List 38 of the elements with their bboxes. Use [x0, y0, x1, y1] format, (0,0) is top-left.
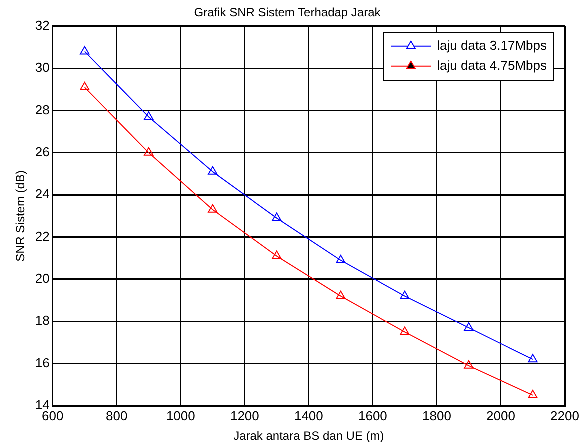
x-tick-label: 2200 [550, 408, 580, 424]
point [528, 354, 538, 363]
point [336, 254, 346, 264]
point [80, 82, 90, 91]
legend-label: laju data 4.75Mbps [437, 58, 548, 73]
y-tick-label: 18 [35, 313, 50, 328]
point [400, 290, 410, 300]
y-axis-title: SNR Sistem (dB) [14, 170, 28, 262]
point [464, 322, 474, 331]
x-tick-label: 2000 [486, 408, 516, 424]
y-tick-label: 20 [35, 271, 50, 286]
point [208, 204, 218, 213]
y-tick-label: 26 [35, 144, 50, 160]
point [144, 112, 154, 120]
point [272, 212, 282, 222]
point [80, 46, 90, 55]
y-tick-label: 30 [35, 60, 50, 76]
x-tick-label: 1800 [422, 408, 452, 424]
y-tick-label: 22 [35, 228, 50, 244]
point [528, 390, 538, 398]
chart-title: Grafik SNR Sistem Terhadap Jarak [194, 6, 382, 20]
y-tick-label: 24 [35, 186, 50, 202]
point [208, 166, 218, 175]
x-tick-label: 1600 [358, 408, 388, 424]
legend-label: laju data 3.17Mbps [437, 38, 548, 53]
x-tick-label: 1000 [166, 408, 196, 424]
x-tick-label: 800 [106, 408, 128, 424]
x-axis-title: Jarak antara BS dan UE (m) [234, 429, 384, 444]
point [464, 360, 474, 369]
x-tick-label: 1200 [230, 408, 260, 424]
x-tick-label: 1400 [294, 408, 324, 424]
y-tick-label: 28 [35, 102, 50, 118]
y-tick-label: 16 [35, 355, 50, 370]
point [400, 326, 410, 336]
y-tick-label: 32 [35, 18, 50, 33]
point [336, 290, 346, 300]
point [144, 147, 154, 156]
point [272, 250, 282, 260]
